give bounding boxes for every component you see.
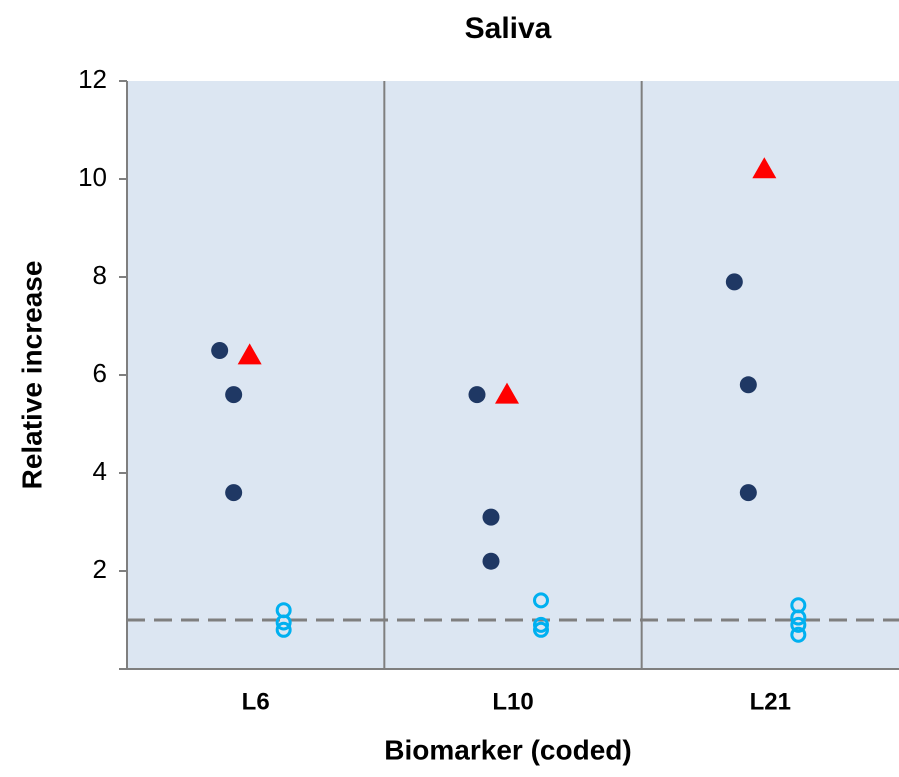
x-tick-label: L10 <box>492 688 533 715</box>
data-point <box>482 552 500 570</box>
data-point <box>790 626 807 643</box>
x-tick-label: L6 <box>242 688 270 715</box>
y-tick-label: 4 <box>93 456 107 486</box>
data-point <box>533 621 549 638</box>
data-point <box>275 621 292 638</box>
data-point <box>275 614 292 631</box>
y-axis-label: Relative increase <box>16 261 47 490</box>
y-tick-label: 8 <box>93 260 107 290</box>
x-axis-label: Biomarker (coded) <box>384 734 631 765</box>
data-point <box>739 484 757 502</box>
chart-title: Saliva <box>465 12 552 45</box>
data-point <box>482 508 500 526</box>
y-tick-label: 10 <box>78 162 107 192</box>
data-point <box>495 382 519 404</box>
data-point <box>752 157 777 179</box>
data-point <box>237 343 262 365</box>
data-point <box>225 484 243 502</box>
data-point <box>725 273 743 291</box>
data-point <box>533 616 549 633</box>
plot-area <box>127 81 899 669</box>
data-point <box>468 386 486 404</box>
data-point <box>790 616 807 633</box>
data-point <box>739 376 757 394</box>
y-tick-label: 12 <box>78 64 107 94</box>
x-tick-label: L21 <box>750 688 791 715</box>
data-point <box>533 592 549 609</box>
data-point <box>211 342 229 359</box>
y-tick-label: 2 <box>93 554 107 584</box>
data-point <box>225 386 243 404</box>
data-point <box>790 609 807 626</box>
y-tick-label: 6 <box>93 358 107 388</box>
